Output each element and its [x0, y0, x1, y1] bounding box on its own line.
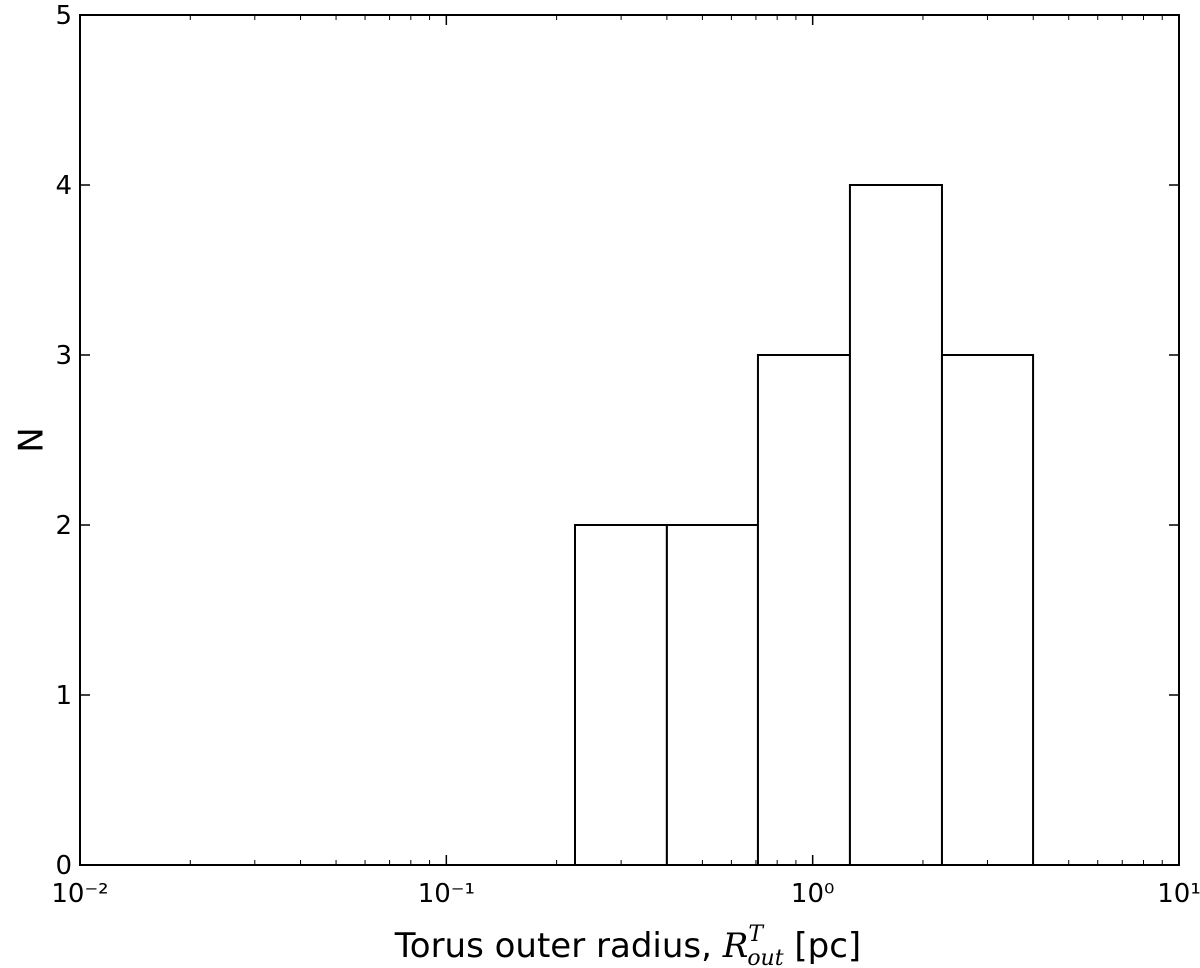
y-tick-label: 0: [55, 851, 72, 881]
x-tick-label: 10¹: [1157, 879, 1200, 909]
bar: [756, 354, 851, 866]
x-label-unit: [pc]: [784, 926, 862, 966]
x-label-symbol: R: [722, 926, 749, 966]
x-axis-label: Torus outer radius, RT out [pc]: [394, 922, 861, 968]
x-tick-label: 10⁰: [791, 879, 835, 909]
x-tick-label: 10⁻²: [51, 879, 108, 909]
x-label-sup: T: [748, 922, 765, 947]
y-tick-label: 3: [55, 341, 72, 371]
y-tick-label: 5: [55, 1, 72, 31]
bar: [848, 184, 943, 866]
x-label-text: Torus outer radius,: [394, 926, 723, 966]
x-label-sub: out: [747, 946, 783, 968]
y-tick-label: 4: [55, 171, 72, 201]
y-tick-label: 1: [55, 681, 72, 711]
bar: [665, 524, 759, 866]
plot-frame: [79, 14, 1180, 866]
y-axis-label: N: [12, 427, 52, 452]
bar: [940, 354, 1035, 866]
y-tick-label: 2: [55, 511, 72, 541]
x-tick-label: 10⁻¹: [418, 879, 475, 909]
bar: [573, 524, 668, 866]
